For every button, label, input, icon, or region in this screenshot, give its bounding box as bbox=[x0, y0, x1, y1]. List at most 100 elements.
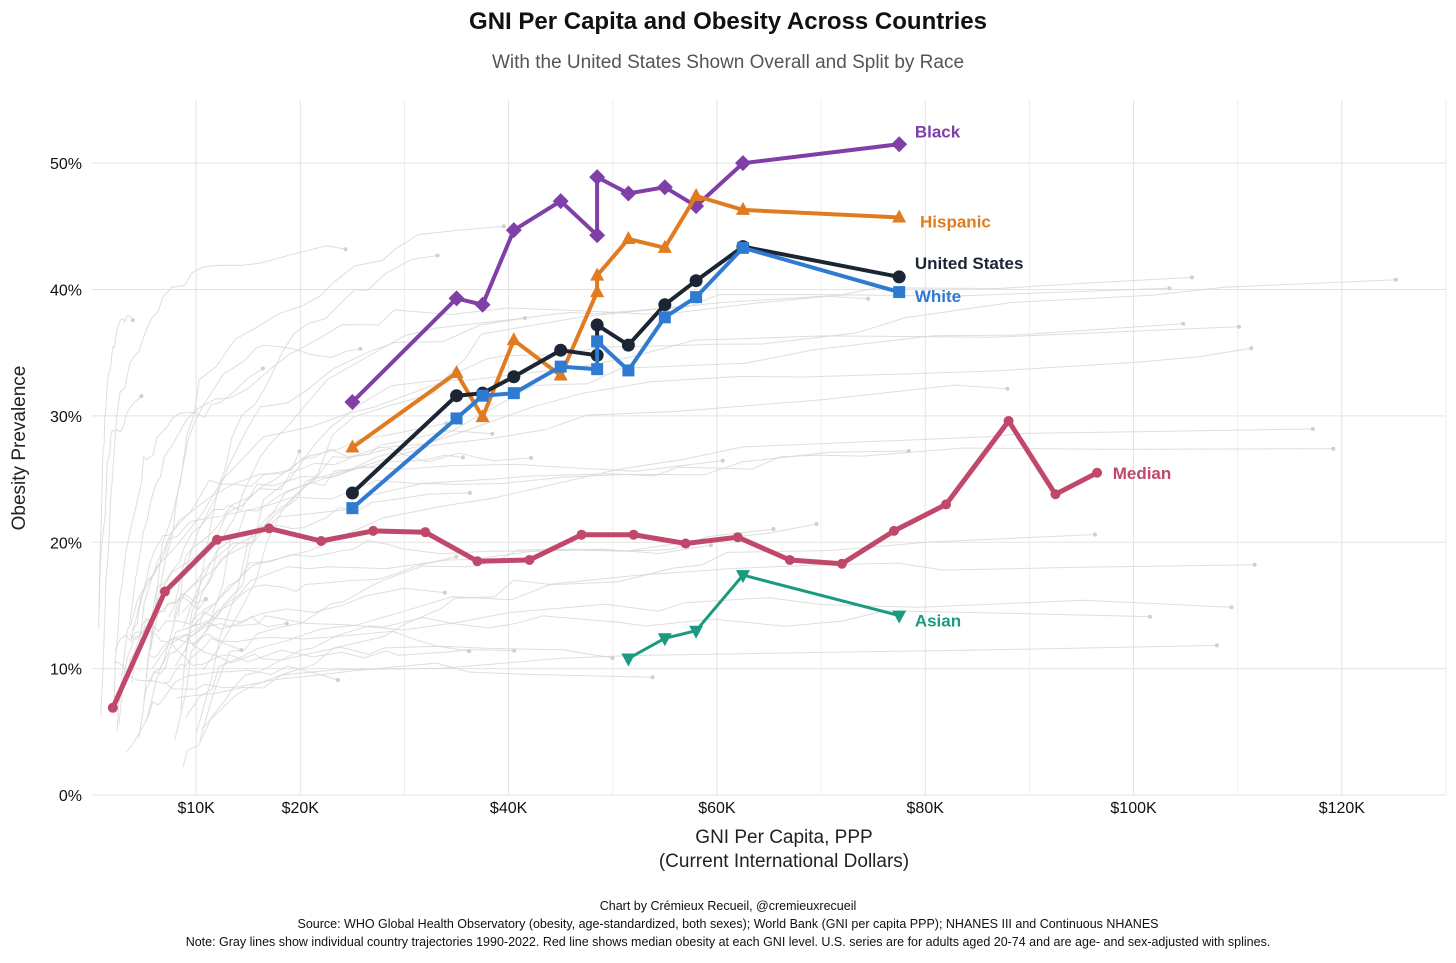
country-endpoint bbox=[203, 597, 208, 602]
country-endpoint bbox=[1252, 562, 1257, 567]
black-point bbox=[891, 136, 908, 153]
x-tick-label: $10K bbox=[177, 800, 215, 817]
y-axis-title: Obesity Prevalence bbox=[9, 365, 30, 531]
white-line bbox=[350, 245, 902, 511]
country-endpoint bbox=[1237, 324, 1241, 329]
white-point bbox=[476, 389, 489, 402]
median-line bbox=[110, 418, 1100, 711]
median-point bbox=[680, 538, 691, 549]
asian-point bbox=[621, 653, 636, 667]
country-endpoint bbox=[814, 522, 819, 526]
white-point bbox=[450, 412, 463, 425]
white-point bbox=[346, 502, 359, 515]
white-point bbox=[507, 387, 520, 400]
black-point bbox=[620, 185, 637, 202]
median-point bbox=[368, 525, 379, 536]
source-line: Source: WHO Global Health Observatory (o… bbox=[297, 917, 1159, 931]
country-endpoint bbox=[708, 543, 713, 548]
country-endpoint bbox=[866, 296, 871, 301]
black-line bbox=[350, 142, 902, 404]
united-states-point bbox=[689, 274, 703, 288]
black-point bbox=[448, 290, 465, 307]
white-point bbox=[736, 241, 749, 254]
country-endpoint bbox=[610, 655, 615, 660]
note-line: Note: Gray lines show individual country… bbox=[185, 935, 1271, 949]
country-trajectory bbox=[184, 562, 1255, 719]
country-trajectory bbox=[191, 539, 711, 627]
y-tick-label: 30% bbox=[50, 409, 82, 426]
country-endpoint bbox=[1181, 321, 1186, 326]
country-trajectory bbox=[196, 279, 1396, 733]
white-point bbox=[554, 360, 567, 373]
black-point bbox=[552, 193, 569, 210]
country-endpoint bbox=[720, 458, 725, 463]
median-point bbox=[576, 529, 587, 540]
country-endpoint bbox=[1189, 275, 1194, 280]
white-point bbox=[591, 335, 604, 348]
hispanic-point bbox=[892, 209, 907, 223]
asian-point bbox=[689, 625, 704, 639]
label-asian: Asian bbox=[915, 612, 961, 631]
y-tick-label: 40% bbox=[50, 283, 82, 300]
median-point bbox=[420, 527, 431, 538]
hispanic-point bbox=[553, 367, 568, 381]
x-axis-title-line2: (Current International Dollars) bbox=[658, 851, 910, 872]
x-tick-label: $60K bbox=[698, 800, 736, 817]
asian-point bbox=[657, 633, 672, 647]
country-trajectory bbox=[129, 587, 445, 638]
series-labels: Black Hispanic United States White Median Asi… bbox=[915, 123, 1171, 631]
label-hispanic: Hispanic bbox=[920, 212, 991, 231]
country-trajectory bbox=[199, 528, 774, 741]
x-axis-title-line1: GNI Per Capita, PPP bbox=[695, 827, 873, 848]
hispanic-line bbox=[350, 194, 902, 450]
country-endpoint bbox=[501, 224, 506, 229]
white-point bbox=[893, 286, 906, 299]
country-endpoint bbox=[1093, 532, 1097, 537]
asian-point bbox=[892, 610, 907, 624]
country-trajectory bbox=[184, 454, 463, 652]
country-trajectory bbox=[180, 255, 438, 711]
label-white: White bbox=[915, 287, 961, 306]
median-point bbox=[941, 499, 952, 510]
country-trajectory bbox=[129, 295, 869, 625]
median-point bbox=[888, 525, 899, 536]
black-point bbox=[505, 222, 522, 239]
country-trajectory bbox=[150, 225, 504, 650]
country-trajectory bbox=[201, 534, 1096, 730]
country-trajectory bbox=[100, 245, 346, 716]
country-endpoint bbox=[1214, 643, 1219, 648]
country-endpoint bbox=[297, 449, 302, 454]
x-tick-label: $80K bbox=[907, 800, 945, 817]
country-trajectory bbox=[163, 630, 470, 684]
chart-subtitle: With the United States Shown Overall and… bbox=[491, 52, 965, 73]
grid-layer bbox=[92, 100, 1447, 796]
united-states-point bbox=[892, 270, 906, 284]
chart-notes: Chart by Crémieux Recueil, @cremieuxrecu… bbox=[0, 897, 1456, 951]
median-point bbox=[159, 586, 170, 597]
hispanic-point bbox=[735, 201, 750, 215]
hispanic-point bbox=[590, 284, 605, 298]
country-trajectory bbox=[181, 326, 1240, 614]
country-endpoint bbox=[454, 554, 459, 559]
country-endpoint bbox=[1147, 614, 1152, 619]
country-trajectory bbox=[113, 367, 264, 709]
country-endpoint bbox=[139, 394, 144, 399]
white-point bbox=[658, 311, 671, 324]
country-trajectory bbox=[168, 429, 493, 618]
country-endpoint bbox=[490, 431, 495, 436]
country-trajectory bbox=[173, 447, 1334, 619]
hispanic-point bbox=[345, 439, 360, 453]
country-endpoint bbox=[130, 318, 135, 323]
country-endpoint bbox=[467, 490, 472, 495]
country-endpoint bbox=[1167, 286, 1172, 291]
country-endpoint bbox=[335, 678, 340, 682]
median-point bbox=[1092, 467, 1103, 478]
country-trajectory bbox=[193, 428, 1313, 626]
country-trajectory bbox=[182, 610, 1150, 767]
country-endpoint bbox=[460, 455, 465, 460]
country-trajectory bbox=[147, 633, 613, 664]
country-endpoint bbox=[1249, 346, 1254, 351]
white-point bbox=[591, 363, 604, 376]
country-trajectory bbox=[125, 665, 338, 753]
label-united-states: United States bbox=[915, 254, 1024, 273]
